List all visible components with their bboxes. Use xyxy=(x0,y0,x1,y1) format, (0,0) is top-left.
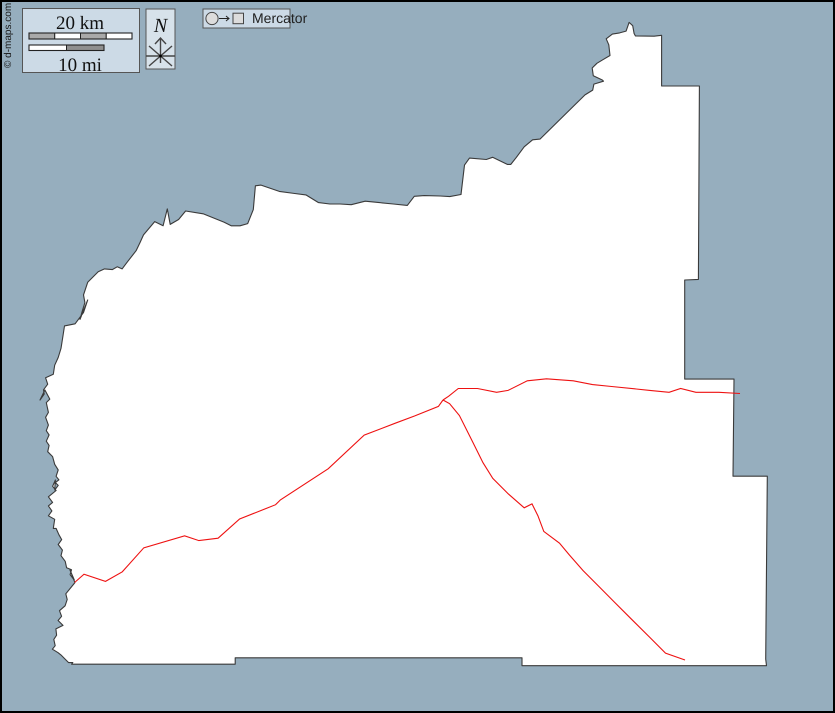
svg-text:Mercator: Mercator xyxy=(252,10,308,26)
svg-text:N: N xyxy=(153,15,169,37)
